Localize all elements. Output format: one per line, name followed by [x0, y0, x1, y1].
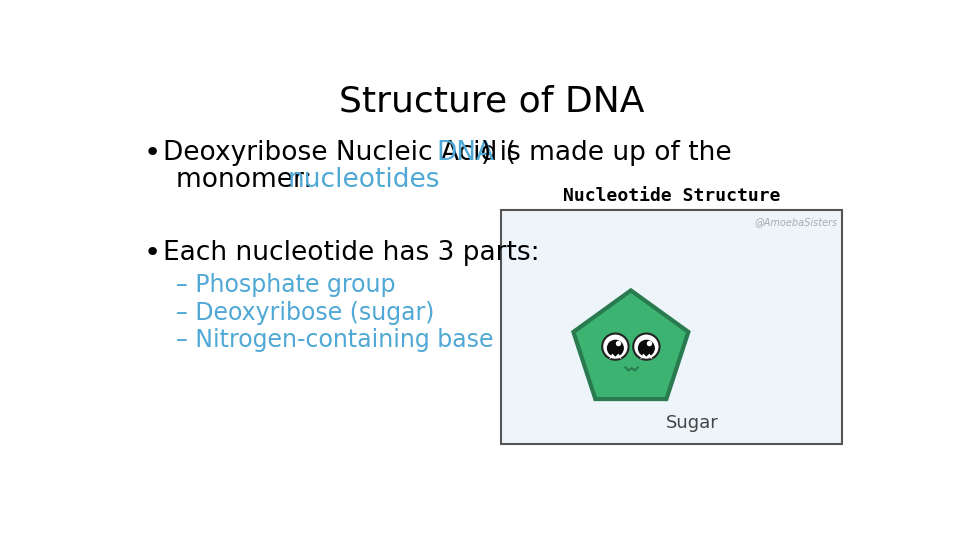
Circle shape: [602, 334, 629, 360]
Polygon shape: [610, 354, 615, 359]
Circle shape: [615, 341, 621, 346]
Text: Each nucleotide has 3 parts:: Each nucleotide has 3 parts:: [162, 240, 540, 266]
FancyBboxPatch shape: [501, 210, 842, 444]
Circle shape: [607, 340, 624, 356]
Polygon shape: [646, 354, 653, 359]
Text: •: •: [143, 139, 160, 167]
Text: – Phosphate group: – Phosphate group: [176, 273, 396, 297]
Circle shape: [634, 334, 660, 360]
Polygon shape: [640, 354, 646, 359]
Text: monomer:: monomer:: [176, 166, 321, 193]
Circle shape: [647, 341, 652, 346]
Polygon shape: [573, 291, 688, 399]
Text: Structure of DNA: Structure of DNA: [339, 85, 645, 119]
Text: Sugar: Sugar: [665, 414, 718, 432]
Circle shape: [637, 340, 655, 356]
Text: – Nitrogen-containing base: – Nitrogen-containing base: [176, 328, 493, 353]
Text: •: •: [143, 239, 160, 267]
Text: ) is made up of the: ) is made up of the: [481, 140, 732, 166]
Polygon shape: [615, 354, 621, 359]
Text: nucleotides: nucleotides: [288, 166, 441, 193]
Text: DNA: DNA: [436, 140, 494, 166]
Text: Deoxyribose Nucleic Acid (: Deoxyribose Nucleic Acid (: [162, 140, 516, 166]
Text: @AmoebaSisters: @AmoebaSisters: [755, 217, 838, 227]
Text: Nucleotide Structure: Nucleotide Structure: [564, 187, 780, 205]
Text: – Deoxyribose (sugar): – Deoxyribose (sugar): [176, 301, 434, 325]
